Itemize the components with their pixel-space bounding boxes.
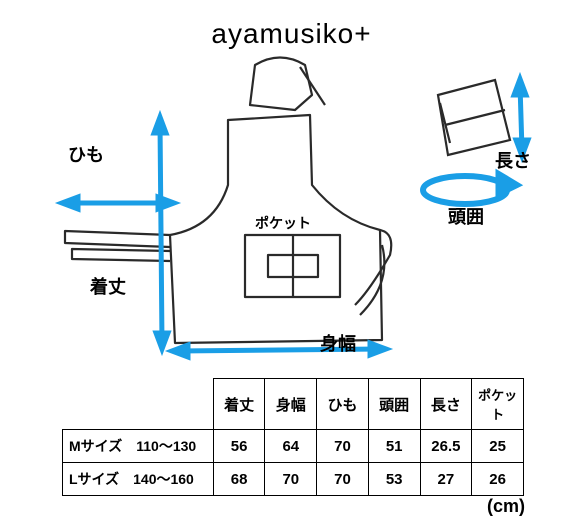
cell: 70 bbox=[317, 463, 369, 496]
cell: 53 bbox=[368, 463, 420, 496]
cell: 51 bbox=[368, 430, 420, 463]
col-himo: ひも bbox=[317, 379, 369, 430]
label-mihaba: 身幅 bbox=[320, 330, 356, 356]
cell: 25 bbox=[472, 430, 524, 463]
cell: 70 bbox=[317, 430, 369, 463]
size-table: 着丈 身幅 ひも 頭囲 長さ ポケット Mサイズ 110～130 56 64 7… bbox=[62, 378, 524, 496]
cell: 27 bbox=[420, 463, 472, 496]
label-kitake: 着丈 bbox=[90, 273, 126, 299]
cell: 56 bbox=[213, 430, 265, 463]
col-pocket: ポケット bbox=[472, 379, 524, 430]
label-himo: ひも bbox=[68, 141, 104, 167]
table-row: Lサイズ 140～160 68 70 70 53 27 26 bbox=[63, 463, 524, 496]
label-pocket: ポケット bbox=[255, 213, 311, 233]
measurement-diagram: ひも 着丈 ポケット 身幅 長さ 頭囲 bbox=[50, 55, 540, 365]
label-atamai: 頭囲 bbox=[448, 203, 484, 229]
table-blank-cell bbox=[63, 379, 214, 430]
cell: 70 bbox=[265, 463, 317, 496]
brand-title: ayamusiko+ bbox=[0, 18, 583, 50]
cell: 26.5 bbox=[420, 430, 472, 463]
col-nagasa: 長さ bbox=[420, 379, 472, 430]
cell: 26 bbox=[472, 463, 524, 496]
col-mihaba: 身幅 bbox=[265, 379, 317, 430]
col-atamai: 頭囲 bbox=[368, 379, 420, 430]
table-header-row: 着丈 身幅 ひも 頭囲 長さ ポケット bbox=[63, 379, 524, 430]
cell: 64 bbox=[265, 430, 317, 463]
label-nagasa: 長さ bbox=[495, 147, 531, 173]
col-kitake: 着丈 bbox=[213, 379, 265, 430]
table-row: Mサイズ 110～130 56 64 70 51 26.5 25 bbox=[63, 430, 524, 463]
row-label-l: Lサイズ 140～160 bbox=[63, 463, 214, 496]
row-label-m: Mサイズ 110～130 bbox=[63, 430, 214, 463]
unit-label: (cm) bbox=[487, 496, 525, 517]
cell: 68 bbox=[213, 463, 265, 496]
